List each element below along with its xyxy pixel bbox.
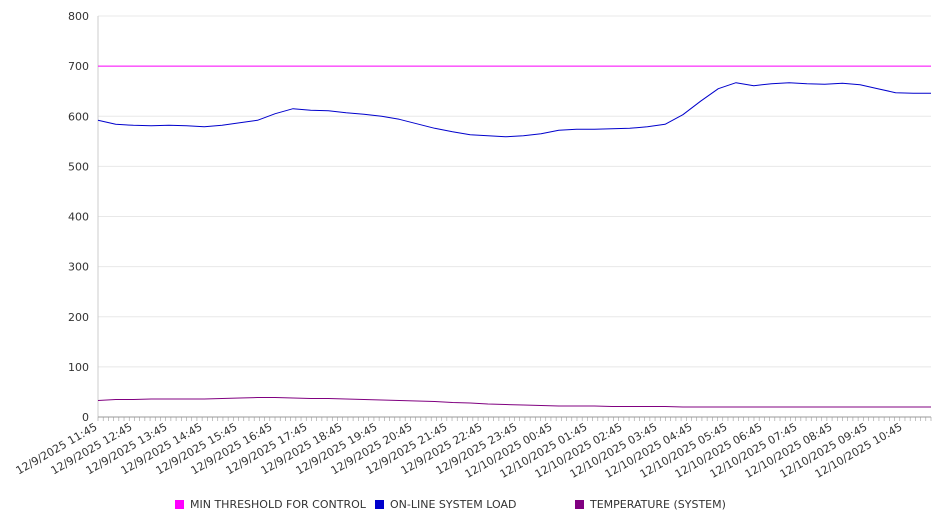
legend: MIN THRESHOLD FOR CONTROL ON-LINE SYSTEM…	[0, 498, 946, 514]
y-tick-label: 0	[82, 411, 89, 424]
legend-item-system-load[interactable]: ON-LINE SYSTEM LOAD	[375, 498, 516, 511]
series-line-1	[97, 82, 931, 138]
axes	[97, 16, 932, 421]
series-line-2	[97, 397, 931, 408]
series-lines	[97, 65, 931, 408]
legend-swatch	[575, 500, 584, 509]
legend-label: MIN THRESHOLD FOR CONTROL	[190, 498, 366, 511]
y-tick-label: 800	[68, 10, 89, 23]
legend-item-min-threshold[interactable]: MIN THRESHOLD FOR CONTROL	[175, 498, 366, 511]
y-tick-label: 200	[68, 311, 89, 324]
legend-label: ON-LINE SYSTEM LOAD	[390, 498, 517, 511]
y-tick-label: 300	[68, 261, 89, 274]
y-tick-label: 700	[68, 60, 89, 73]
y-tick-label: 600	[68, 110, 89, 123]
y-tick-label: 400	[68, 211, 89, 224]
legend-swatch	[375, 500, 384, 509]
gridlines	[98, 15, 931, 418]
y-tick-label: 500	[68, 160, 89, 173]
legend-swatch	[175, 500, 184, 509]
legend-item-temperature[interactable]: TEMPERATURE (SYSTEM)	[575, 498, 726, 511]
y-tick-labels: 0 100 200 300 400 500 600 700 800	[68, 10, 89, 424]
legend-label: TEMPERATURE (SYSTEM)	[590, 498, 726, 511]
y-tick-label: 100	[68, 361, 89, 374]
